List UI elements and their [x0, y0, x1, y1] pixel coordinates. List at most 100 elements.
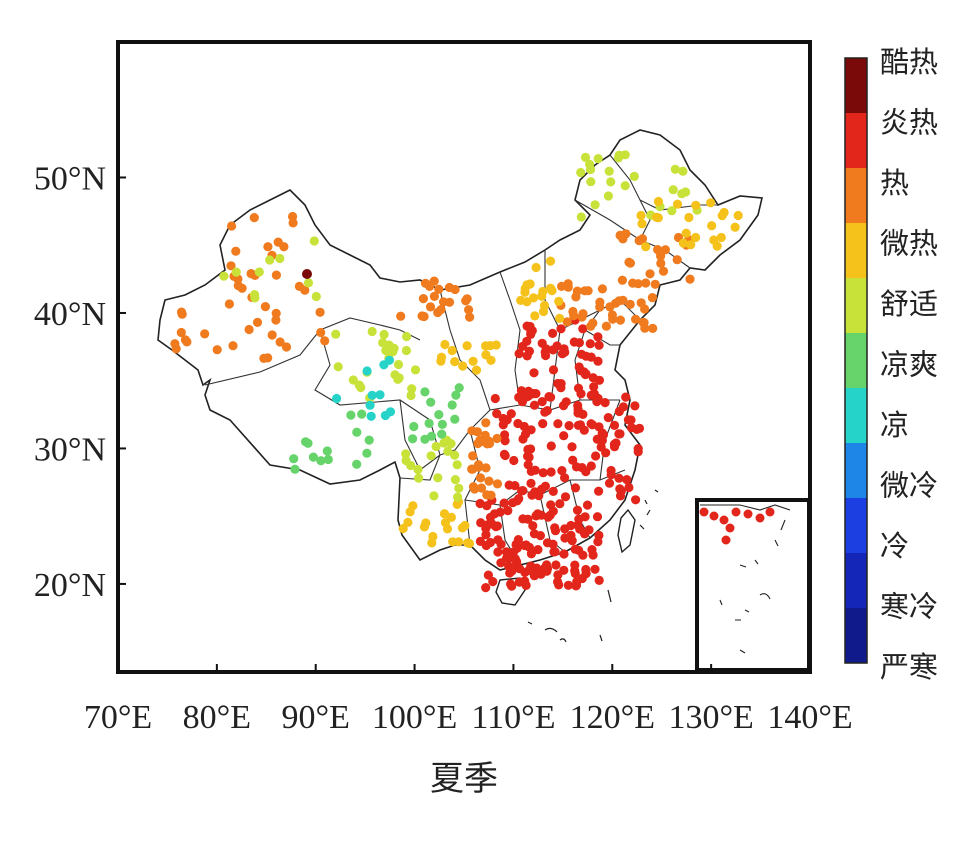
station-dot	[588, 373, 598, 383]
station-dot	[533, 545, 543, 555]
station-dot	[492, 433, 502, 444]
station-dot	[578, 309, 588, 319]
station-dot	[454, 383, 464, 393]
station-dot	[362, 366, 372, 376]
station-dot	[647, 293, 658, 303]
station-dot	[170, 339, 180, 349]
station-dot	[526, 478, 536, 488]
station-dot	[527, 490, 537, 500]
station-dot	[492, 521, 502, 531]
station-dot	[364, 435, 374, 445]
station-dot	[434, 284, 444, 294]
station-dot	[573, 520, 583, 530]
station-dot	[528, 293, 539, 303]
station-dot	[450, 475, 460, 485]
station-dot	[583, 286, 593, 296]
station-dot	[615, 230, 625, 240]
station-dot	[288, 211, 298, 222]
station-dot	[624, 482, 634, 493]
station-dot	[431, 441, 441, 452]
station-dot	[200, 329, 210, 339]
station-dot	[691, 232, 701, 243]
station-dot	[508, 547, 519, 557]
station-dot	[641, 242, 651, 252]
station-dot	[311, 291, 321, 302]
station-dot	[518, 341, 528, 351]
station-dot	[315, 307, 325, 317]
station-dot	[434, 410, 444, 420]
station-dot	[408, 501, 418, 511]
station-dot	[686, 240, 696, 250]
station-dot	[555, 313, 565, 323]
station-dot	[332, 393, 342, 404]
station-dot	[529, 368, 539, 378]
station-dot	[433, 473, 443, 483]
station-dot	[450, 450, 460, 460]
station-dot	[530, 311, 540, 321]
station-dot	[408, 434, 418, 444]
station-dot	[468, 451, 478, 461]
station-dot	[621, 392, 631, 402]
station-dot	[569, 337, 579, 347]
station-dot	[706, 198, 716, 208]
taiwan-island	[617, 508, 636, 554]
station-dot	[410, 365, 421, 375]
station-dot	[516, 295, 526, 305]
station-dot	[563, 282, 573, 292]
station-dot	[586, 419, 596, 429]
station-dot	[520, 540, 530, 551]
station-dot	[548, 328, 558, 338]
lon-tick-label: 90°E	[282, 699, 350, 736]
station-dot	[640, 304, 650, 314]
station-dot	[615, 429, 625, 439]
station-dot	[595, 302, 605, 312]
station-dot	[228, 341, 238, 351]
station-dot	[486, 355, 496, 365]
station-dot	[413, 464, 423, 475]
colorbar-label: 微冷	[880, 469, 938, 503]
station-dot	[539, 300, 550, 311]
station-dot	[267, 330, 277, 340]
station-dot	[535, 531, 546, 541]
station-dot	[557, 466, 567, 476]
colorbar-segment	[845, 58, 867, 114]
colorbar-segment	[845, 388, 867, 444]
station-dot	[425, 302, 436, 312]
station-dot	[630, 401, 640, 411]
station-dot	[426, 451, 436, 461]
station-dot	[458, 361, 468, 371]
station-dot	[526, 549, 537, 559]
station-dot	[546, 441, 556, 451]
station-dot	[637, 234, 648, 244]
colorbar-segment	[845, 608, 867, 664]
station-dot	[462, 294, 472, 304]
station-dot	[545, 510, 555, 520]
station-dot	[678, 166, 688, 176]
station-dot	[488, 577, 498, 587]
station-dot	[279, 242, 289, 252]
map-title: 夏季	[430, 759, 498, 799]
station-dot	[176, 307, 187, 317]
colorbar-label: 酷热	[880, 45, 938, 79]
station-dot	[733, 210, 743, 221]
station-dot	[492, 409, 502, 419]
station-dot	[556, 383, 566, 393]
station-dot	[670, 164, 680, 174]
station-dot	[212, 345, 222, 355]
station-dot	[554, 296, 564, 306]
station-dot	[553, 577, 563, 587]
station-dot	[437, 429, 447, 439]
station-dot	[585, 159, 595, 169]
station-dot	[460, 520, 470, 531]
station-dot	[578, 324, 588, 334]
station-dot	[476, 518, 486, 528]
station-dot	[537, 397, 547, 407]
station-dot	[506, 409, 516, 419]
station-dot	[597, 284, 608, 294]
station-dot	[476, 483, 487, 493]
station-dot	[462, 341, 472, 351]
station-dot	[444, 282, 454, 293]
station-dot	[573, 405, 583, 415]
station-dot	[294, 281, 304, 291]
station-dot	[615, 491, 626, 501]
